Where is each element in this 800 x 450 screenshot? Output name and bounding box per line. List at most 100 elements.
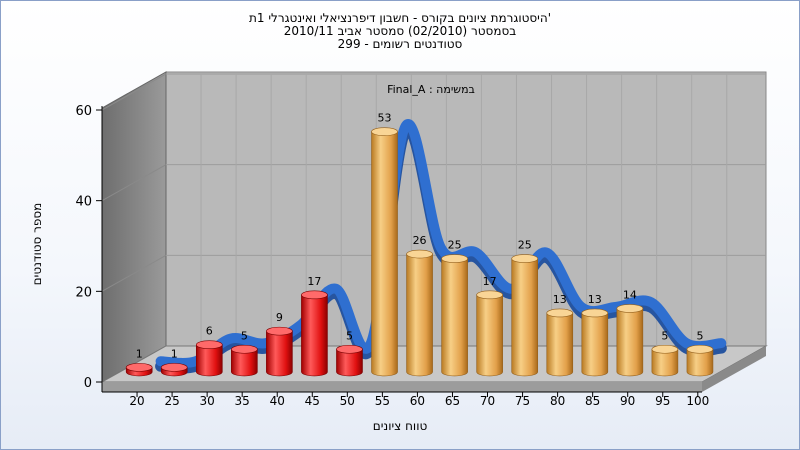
x-tick-label: 45 (305, 394, 320, 408)
bar-body (511, 258, 539, 377)
data-label: 6 (206, 325, 213, 338)
bar-65: 25 (441, 239, 468, 377)
bar-cap (195, 340, 223, 350)
x-tick-label: 95 (655, 394, 670, 408)
bar-cap (371, 127, 398, 136)
data-label: 1 (171, 347, 178, 360)
bar-cap (546, 308, 574, 318)
y-axis-label: מספר סטודנטים (30, 202, 44, 286)
bar-85: 13 (581, 293, 609, 377)
x-tick-label: 70 (480, 394, 495, 408)
bars-group: 1 1 6 5 9 17 5 53 26 25 17 25 13 13 14 5 5 (125, 112, 714, 377)
bar-body (476, 294, 503, 377)
bar-body (336, 348, 363, 377)
bar-100: 5 (686, 329, 714, 377)
bar-body (581, 312, 609, 377)
x-tick-label: 30 (199, 394, 214, 408)
bar-70: 17 (476, 275, 503, 377)
data-label: 14 (623, 288, 637, 301)
bar-cap (160, 363, 188, 372)
bar-body (195, 344, 223, 377)
bar-35: 5 (231, 329, 258, 377)
bar-cap (581, 308, 609, 318)
data-label: 53 (378, 112, 392, 125)
bar-45: 17 (301, 275, 328, 377)
data-label: 25 (448, 239, 462, 252)
bar-body (686, 348, 714, 377)
data-label: 13 (588, 293, 602, 306)
y-tick-label: 60 (75, 104, 92, 119)
bar-30: 6 (195, 325, 223, 377)
gridline-left (101, 254, 167, 292)
x-tick-label: 40 (270, 394, 285, 408)
bar-cap (511, 254, 539, 263)
bar-cap (301, 290, 328, 300)
data-label: 26 (413, 234, 427, 247)
distribution-curve (155, 119, 727, 374)
gridline-left (101, 164, 167, 202)
chart-floor-front (102, 382, 702, 392)
curve-ribbon (155, 119, 727, 368)
bar-body (441, 258, 468, 377)
x-tick-label: 25 (164, 394, 179, 408)
x-tick-label: 60 (410, 394, 425, 408)
bar-75: 25 (511, 239, 539, 377)
annotation-label: במשימה : Final_A (387, 83, 475, 96)
data-label: 17 (483, 275, 497, 288)
bar-body (546, 312, 574, 377)
x-axis-label: טווח ציונים (372, 419, 428, 433)
bar-55: 53 (371, 112, 398, 377)
bar-cap (266, 326, 293, 336)
bar-body (301, 294, 328, 377)
gridlines (101, 73, 766, 346)
bar-body (266, 330, 293, 377)
bar-25: 1 (160, 347, 188, 377)
bar-cap (441, 254, 468, 263)
x-tick-label: 65 (445, 394, 460, 408)
data-label: 13 (553, 293, 567, 306)
bar-cap (231, 344, 258, 354)
bar-cap (406, 249, 433, 259)
bar-90: 14 (616, 288, 644, 377)
x-tick-label: 90 (620, 394, 635, 408)
data-label: 5 (241, 329, 248, 342)
data-label: 5 (346, 329, 353, 342)
bar-body (406, 253, 433, 377)
bar-50: 5 (336, 329, 363, 377)
bar-20: 1 (125, 347, 153, 377)
bar-body (231, 348, 258, 377)
y-tick-label: 0 (84, 376, 92, 391)
x-tick-label: 100 (686, 394, 709, 408)
data-label: 9 (276, 311, 283, 324)
bar-60: 26 (406, 234, 433, 377)
bar-body (371, 131, 398, 377)
bar-cap (476, 290, 503, 300)
x-tick-label: 75 (515, 394, 530, 408)
data-label: 17 (307, 275, 321, 288)
bar-cap (686, 344, 714, 354)
chart-floor-side (702, 346, 766, 392)
data-label: 5 (696, 329, 703, 342)
chart-left-wall (101, 71, 167, 383)
bar-40: 9 (266, 311, 293, 377)
bar-body (616, 308, 644, 377)
chart-title-line-1: היסטוגרמת ציונים בקורס - חשבון דיפרנציאל… (248, 11, 552, 25)
bar-95: 5 (651, 329, 679, 377)
data-label: 5 (661, 329, 668, 342)
x-tick-label: 55 (375, 394, 390, 408)
bar-cap (336, 344, 363, 354)
data-label: 1 (136, 347, 143, 360)
y-tick-label: 40 (75, 195, 92, 210)
bar-80: 13 (546, 293, 574, 377)
x-tick-label: 20 (129, 394, 144, 408)
bar-cap (616, 304, 644, 313)
bar-cap (125, 363, 153, 372)
data-label: 25 (518, 239, 532, 252)
y-tick-label: 20 (75, 285, 92, 300)
gridline-left (101, 73, 167, 111)
x-tick-label: 50 (340, 394, 355, 408)
x-tick-label: 80 (550, 394, 565, 408)
x-tick-label: 85 (585, 394, 600, 408)
